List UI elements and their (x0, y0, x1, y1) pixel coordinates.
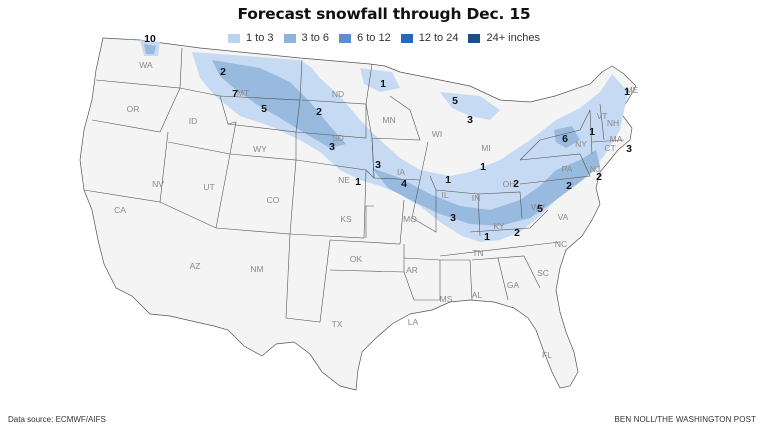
state-label-oh: OH (503, 179, 516, 189)
snow-value-ne-east: 3 (375, 159, 381, 171)
state-label-sc: SC (537, 268, 549, 278)
legend-item-24-plus: 24+ inches (468, 32, 540, 44)
snow-value-ky-south: 1 (484, 231, 490, 243)
state-label-ma: MA (610, 134, 623, 144)
state-label-pa: PA (562, 164, 573, 174)
state-label-va: VA (558, 212, 569, 222)
snow-value-nd: 2 (316, 106, 322, 118)
state-label-wy: WY (253, 144, 267, 154)
snow-value-sd: 3 (329, 141, 335, 153)
legend-label: 24+ inches (486, 32, 540, 44)
state-label-ks: KS (340, 214, 352, 224)
state-label-nv: NV (152, 179, 164, 189)
state-label-mi: MI (481, 143, 490, 153)
state-label-mo: MO (403, 214, 417, 224)
state-label-nm: NM (250, 264, 263, 274)
state-label-la: LA (408, 317, 419, 327)
legend-label: 1 to 3 (246, 32, 274, 44)
state-label-sd: SD (332, 133, 344, 143)
snowfall-values: 10 2 7 5 2 3 1 5 3 3 1 4 1 1 2 3 5 1 2 2… (144, 33, 632, 243)
snow-value-mn-north: 1 (380, 78, 386, 90)
snow-value-oh: 2 (513, 178, 519, 190)
snow-value-me: 1 (624, 86, 630, 98)
legend-swatch (400, 33, 413, 43)
state-label-me: ME (626, 85, 639, 95)
credit: BEN NOLL/THE WASHINGTON POST (614, 415, 756, 424)
state-label-wv: WV (531, 202, 545, 212)
state-label-nj: NJ (590, 164, 600, 174)
legend-swatch (228, 33, 240, 43)
state-label-fl: FL (542, 350, 552, 360)
legend-item-12-24: 12 to 24 (400, 32, 459, 44)
snow-value-ma: 3 (626, 143, 632, 155)
state-label-ok: OK (350, 254, 363, 264)
state-label-in: IN (472, 193, 481, 203)
snow-band-medium (144, 44, 600, 226)
state-label-tn: TN (472, 248, 483, 258)
state-label-wi: WI (432, 129, 442, 139)
state-borders (83, 47, 625, 323)
snow-value-wv: 5 (537, 203, 543, 215)
state-label-ar: AR (406, 265, 418, 275)
snow-value-ny-east: 1 (589, 126, 595, 138)
legend-label: 12 to 24 (418, 32, 459, 44)
legend-swatch (339, 33, 352, 43)
state-label-mn: MN (382, 115, 395, 125)
state-label-ut: UT (203, 182, 214, 192)
snow-value-ne: 1 (355, 176, 361, 188)
state-label-ne: NE (338, 175, 350, 185)
snow-value-ky-east: 2 (514, 227, 520, 239)
state-label-il: IL (441, 190, 448, 200)
snow-value-mt-south: 5 (261, 103, 267, 115)
state-label-az: AZ (190, 261, 201, 271)
state-label-tx: TX (332, 319, 343, 329)
us-outline (79, 37, 637, 391)
legend-item-1-3: 1 to 3 (228, 32, 274, 44)
state-label-nh: NH (607, 118, 619, 128)
legend-swatch (468, 33, 481, 43)
state-label-nc: NC (555, 239, 567, 249)
snow-value-pa-south: 2 (566, 180, 572, 192)
snow-value-mt: 7 (232, 88, 238, 100)
state-label-ny: NY (575, 139, 587, 149)
snow-value-il-north: 1 (445, 174, 451, 186)
state-label-ct: CT (604, 143, 615, 153)
state-label-ky: KY (493, 221, 505, 231)
legend-swatch (283, 33, 296, 43)
state-label-al: AL (472, 290, 483, 300)
snow-value-ny-west: 6 (562, 133, 568, 145)
state-label-id: ID (189, 116, 198, 126)
legend: 1 to 3 3 to 6 6 to 12 12 to 24 24+ inche… (0, 32, 768, 44)
snow-value-mi-up: 5 (452, 95, 458, 107)
snow-value-nj: 2 (596, 171, 602, 183)
state-label-ca: CA (114, 205, 126, 215)
legend-item-6-12: 6 to 12 (339, 32, 391, 44)
snow-value-wa: 10 (144, 33, 156, 45)
data-source: Data source: ECMWF/AIFS (8, 415, 106, 424)
snow-value-mi-south: 1 (480, 161, 486, 173)
state-label-ga: GA (507, 280, 520, 290)
chart-title: Forecast snowfall through Dec. 15 (237, 5, 531, 23)
state-label-wa: WA (139, 60, 153, 70)
snow-value-mi-north: 3 (467, 114, 473, 126)
state-label-or: OR (127, 104, 140, 114)
snow-value-mt-north: 2 (220, 66, 226, 78)
state-label-vt: VT (597, 111, 608, 121)
state-labels: WA OR CA ID NV MT WY UT AZ CO NM ND SD N… (114, 60, 639, 360)
state-label-ms: MS (440, 294, 453, 304)
state-label-co: CO (267, 195, 280, 205)
snow-value-ia: 4 (401, 178, 407, 190)
state-label-mt: MT (237, 88, 249, 98)
snow-value-il-south: 3 (450, 212, 456, 224)
legend-label: 6 to 12 (357, 32, 391, 44)
state-label-nd: ND (332, 89, 344, 99)
state-label-ia: IA (397, 167, 405, 177)
legend-item-3-6: 3 to 6 (283, 32, 330, 44)
legend-label: 3 to 6 (301, 32, 330, 44)
